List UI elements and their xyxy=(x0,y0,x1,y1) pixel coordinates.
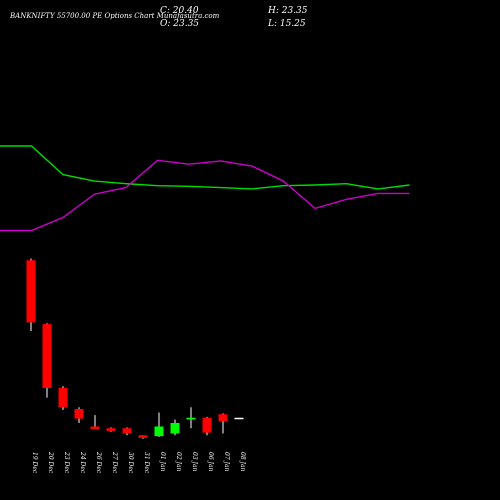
candle xyxy=(170,419,180,436)
candle-body xyxy=(170,423,180,434)
candle-body xyxy=(26,260,36,323)
high-value: H: 23.35 xyxy=(268,6,308,16)
candle xyxy=(58,386,68,410)
date-tick-label: 27 Dec xyxy=(111,451,118,474)
date-tick-label: 02 Jan xyxy=(175,452,182,472)
chart-title: BANKNIFTY 55700.00 PE Options Chart Muna… xyxy=(10,12,220,20)
date-tick-label: 06 Jan xyxy=(207,452,214,472)
candle xyxy=(202,416,212,436)
date-tick-label: 20 Dec xyxy=(47,451,54,474)
open-value: O: 23.35 xyxy=(160,19,200,29)
close-value: C: 20.40 xyxy=(160,6,199,16)
candle xyxy=(234,417,244,420)
candle-body xyxy=(138,435,148,438)
date-tick-label: 08 Jan xyxy=(239,452,246,472)
candle xyxy=(218,413,228,434)
date-tick-label: 30 Dec xyxy=(127,452,134,474)
low-value: L: 15.25 xyxy=(268,19,306,29)
date-tick-label: 26 Dec xyxy=(95,451,102,474)
candle xyxy=(186,407,196,429)
candle xyxy=(106,427,116,432)
date-tick-label: 03 Jan xyxy=(191,452,198,472)
date-tick-label: 31 Dec xyxy=(143,452,150,474)
candle-body xyxy=(234,417,244,420)
date-tick-label: 24 Dec xyxy=(79,451,86,474)
candle-body xyxy=(90,426,100,430)
candle xyxy=(74,407,84,423)
date-tick-label: 23 Dec xyxy=(63,451,70,474)
price-panel xyxy=(26,258,244,439)
candle-body xyxy=(42,324,52,388)
indicator-line-1 xyxy=(0,145,410,190)
indicator-line-2 xyxy=(0,159,410,232)
candle-body xyxy=(218,414,228,422)
date-axis: 19 Dec 20 Dec 23 Dec 24 Dec 26 Dec 27 Dec 30 D… xyxy=(31,451,246,474)
candle xyxy=(138,435,148,439)
candle xyxy=(90,415,100,430)
candle xyxy=(154,412,164,437)
candle-body xyxy=(122,428,132,434)
date-tick-label: 19 Dec xyxy=(31,452,38,474)
candle xyxy=(26,258,36,332)
candle-body xyxy=(202,417,212,433)
candle-body xyxy=(154,426,164,437)
candle-body xyxy=(58,388,68,408)
candle-body xyxy=(106,428,116,431)
candle-body xyxy=(74,409,84,419)
date-tick-label: 07 Jan xyxy=(223,452,230,472)
candle xyxy=(122,427,132,436)
candle-body xyxy=(186,417,196,420)
candle xyxy=(42,323,52,398)
date-tick-label: 01 Jan xyxy=(159,452,166,472)
indicator-panel xyxy=(0,145,410,232)
